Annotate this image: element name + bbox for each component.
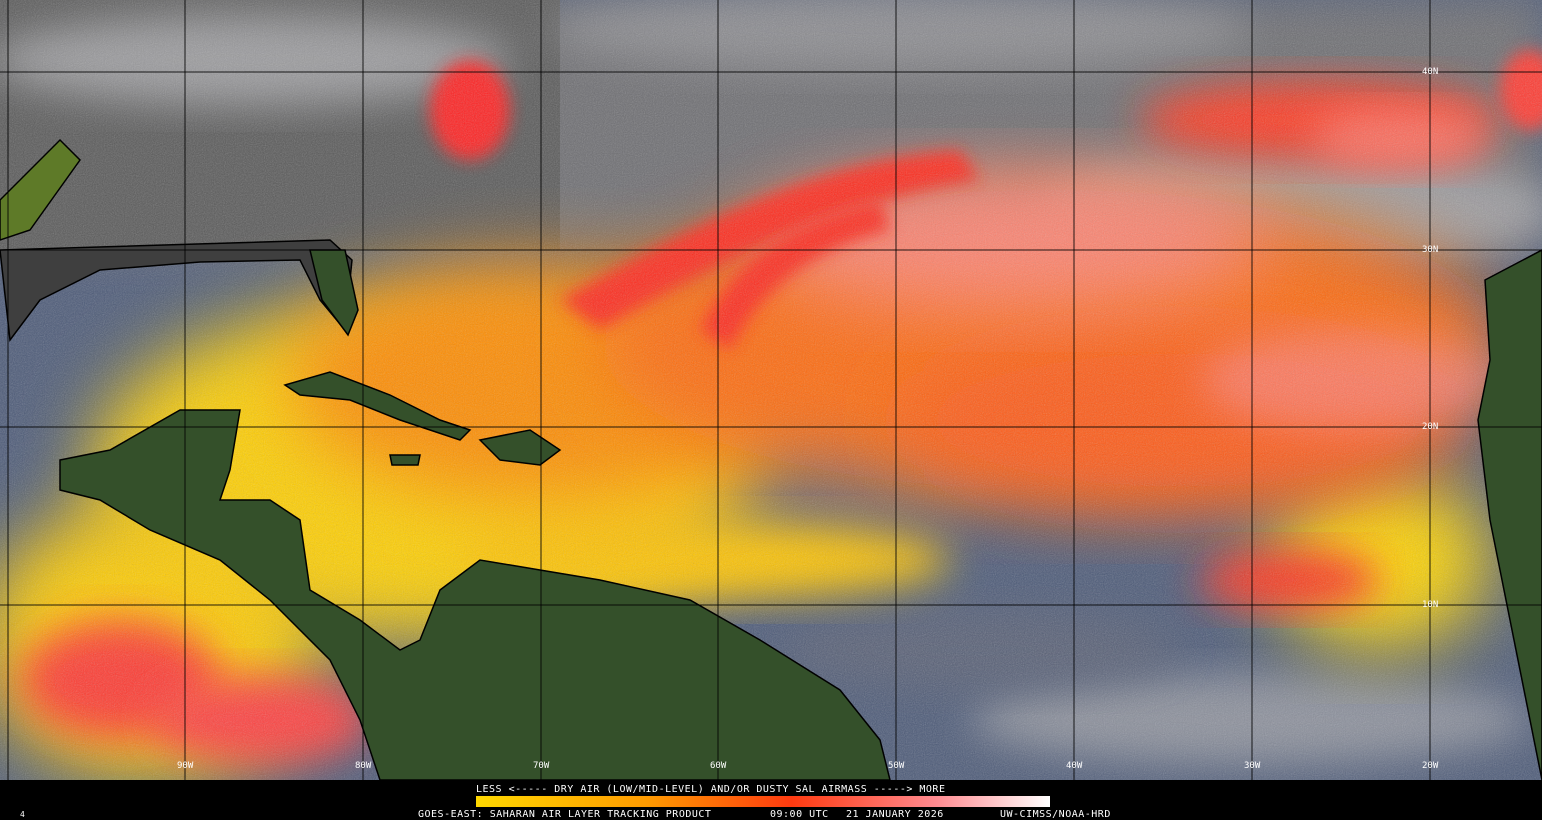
date: 21 JANUARY 2026 (846, 809, 944, 820)
frame-number: 4 (20, 810, 25, 819)
lon-label: 50W (888, 761, 905, 771)
lon-label: 70W (533, 761, 550, 771)
longitude-labels: 90W 80W 70W 60W 50W 40W 30W 20W (177, 761, 1439, 771)
time: 09:00 UTC (770, 809, 829, 820)
credit: UW-CIMSS/NOAA-HRD (1000, 809, 1111, 820)
lat-label: 30N (1422, 245, 1438, 255)
legend-text: LESS <----- DRY AIR (LOW/MID-LEVEL) AND/… (476, 784, 945, 795)
latitude-labels: 40N 30N 20N 10N (1422, 67, 1438, 610)
footer: LESS <----- DRY AIR (LOW/MID-LEVEL) AND/… (0, 780, 1542, 820)
lon-label: 30W (1244, 761, 1261, 771)
graticule (0, 0, 1542, 780)
lat-label: 10N (1422, 600, 1438, 610)
land (0, 138, 1542, 781)
product-name: GOES-EAST: SAHARAN AIR LAYER TRACKING PR… (418, 809, 711, 820)
legend-scale (476, 796, 1050, 807)
lat-label: 40N (1422, 67, 1438, 77)
imagery (0, 0, 1542, 780)
lon-label: 40W (1066, 761, 1083, 771)
lon-label: 20W (1422, 761, 1439, 771)
lon-label: 90W (177, 761, 194, 771)
lon-label: 80W (355, 761, 372, 771)
lon-label: 60W (710, 761, 727, 771)
lat-label: 20N (1422, 422, 1438, 432)
